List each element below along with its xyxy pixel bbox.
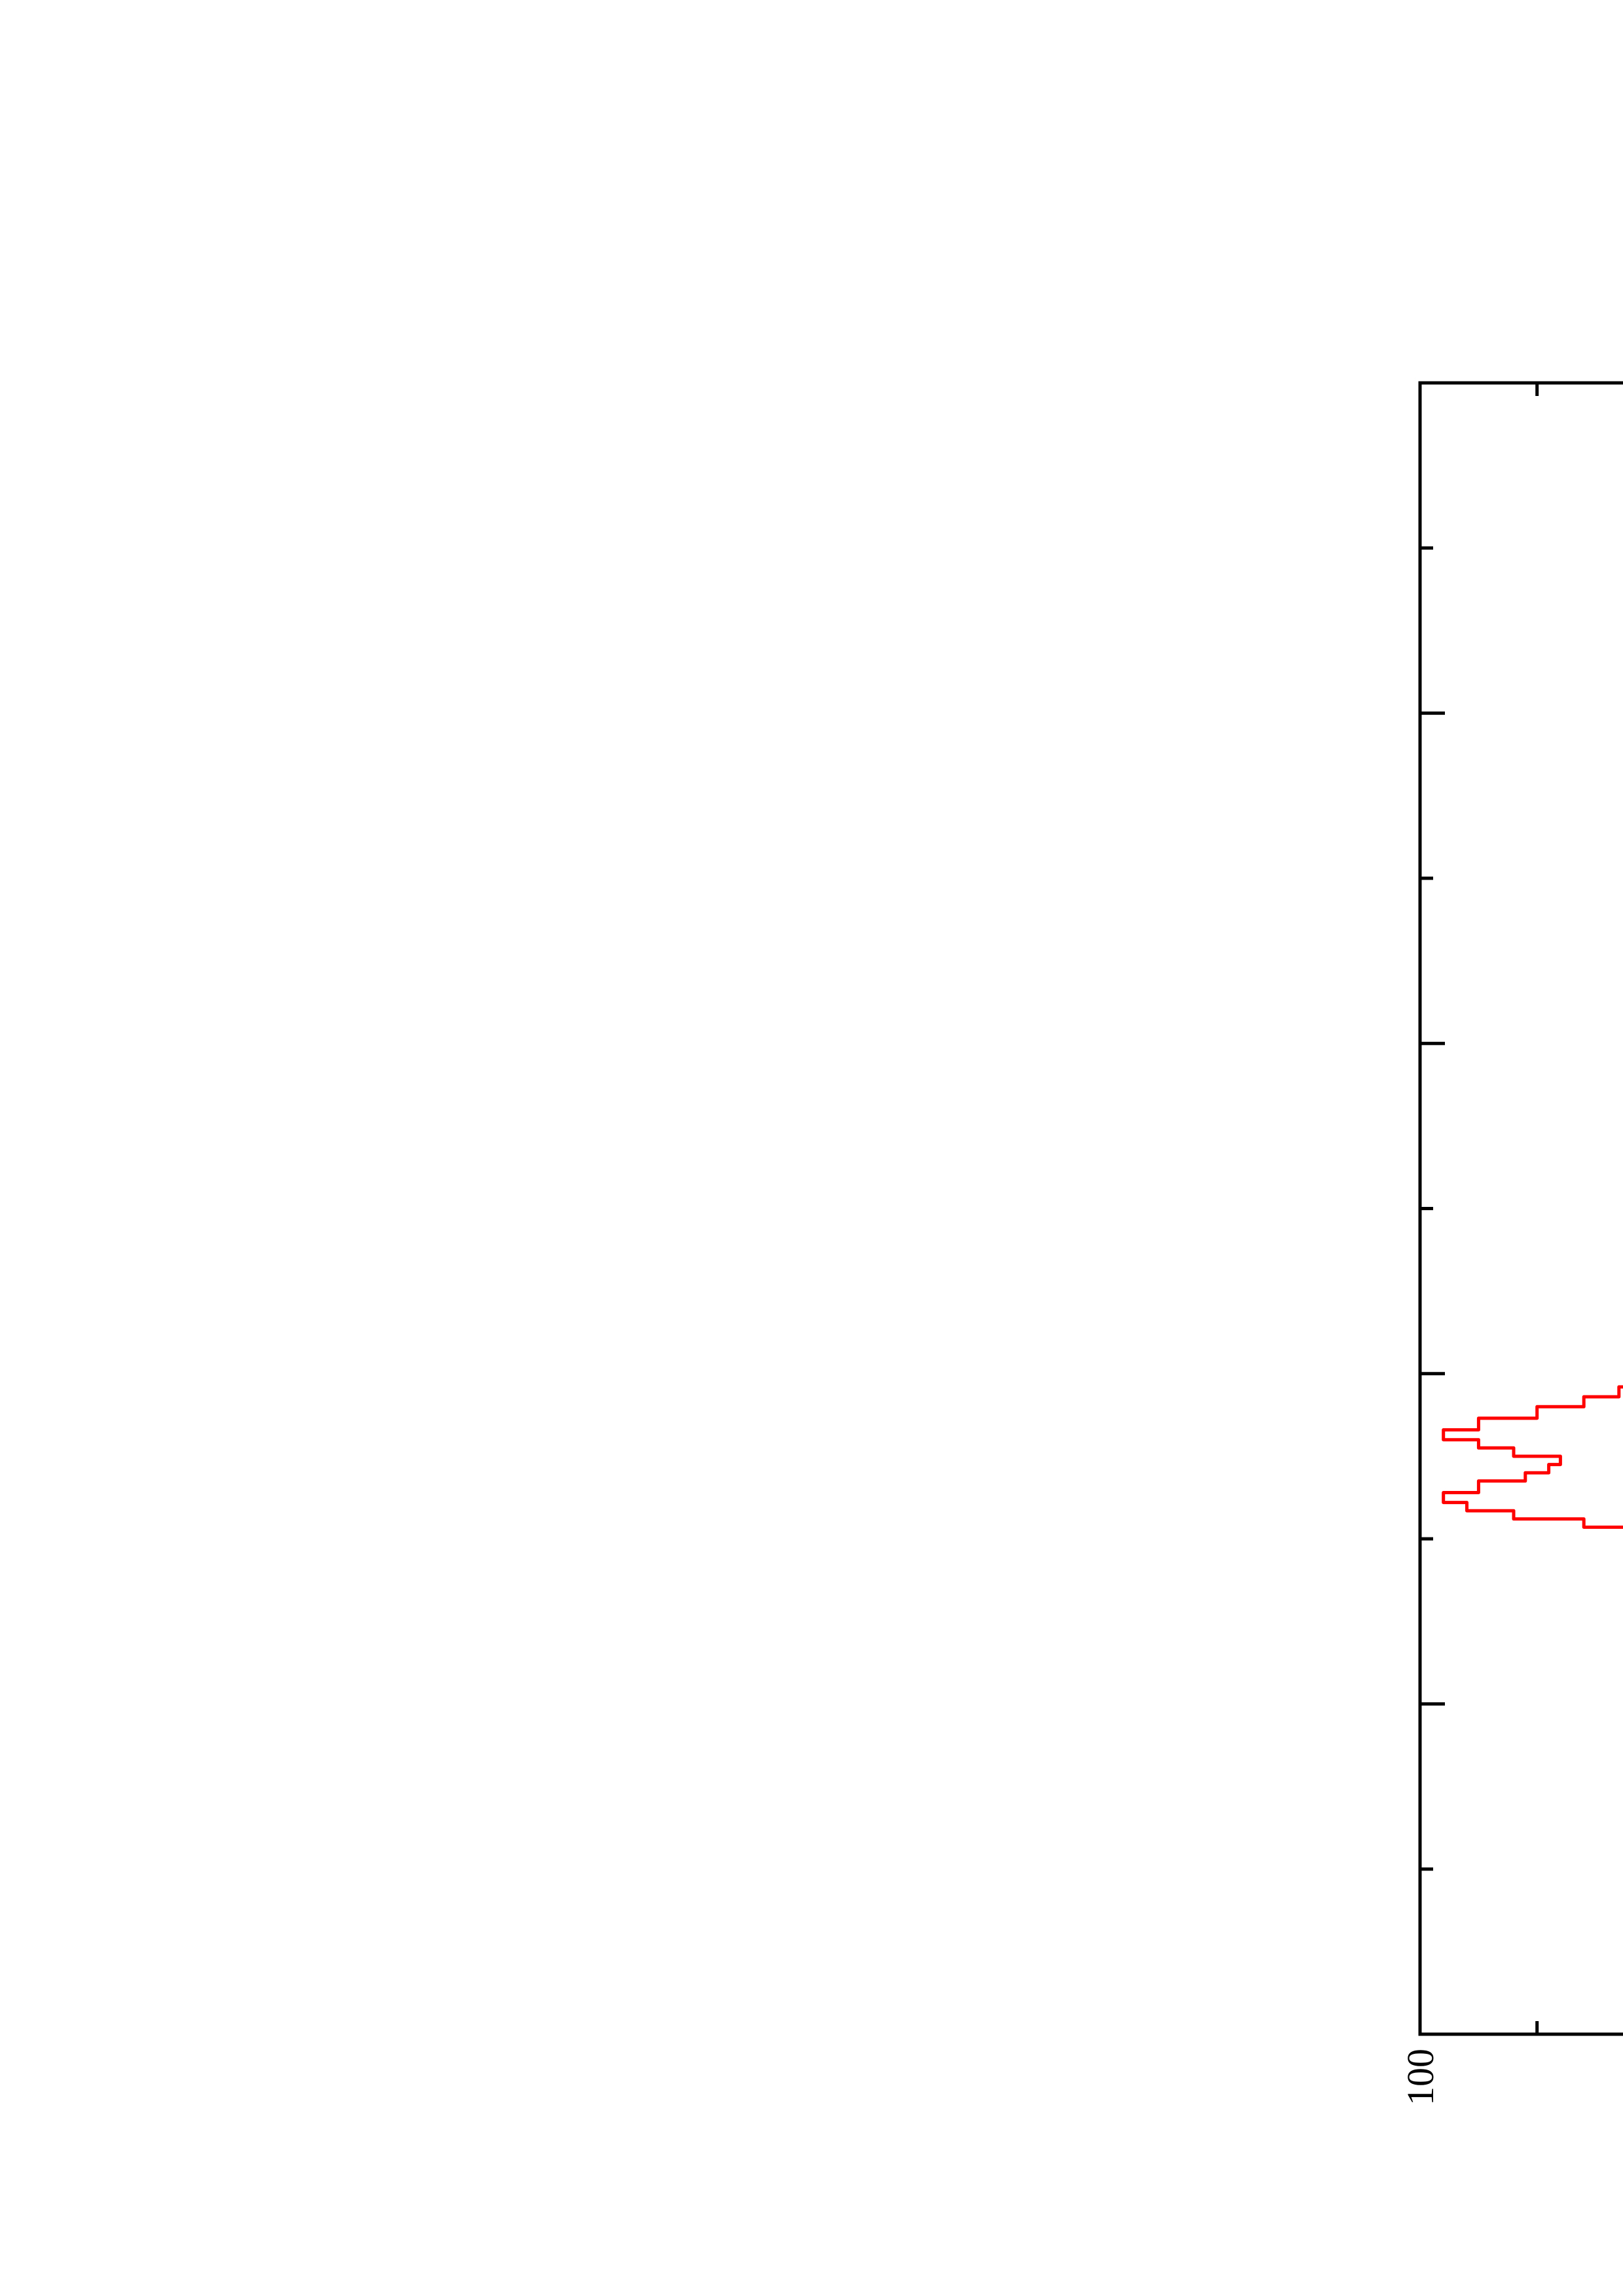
- ticks-layer: [1418, 381, 1539, 2036]
- tick-labels-layer: 02004006008001000020406080100: [1399, 2049, 1442, 2106]
- y-tick-label: 100: [1399, 2049, 1442, 2106]
- rotated-plot-group: 02004006008001000020406080100: [1399, 381, 1623, 2106]
- plot-frame: [1418, 381, 1623, 2036]
- series-layer: [1442, 541, 1623, 2034]
- series-line-2: [1442, 541, 1623, 2034]
